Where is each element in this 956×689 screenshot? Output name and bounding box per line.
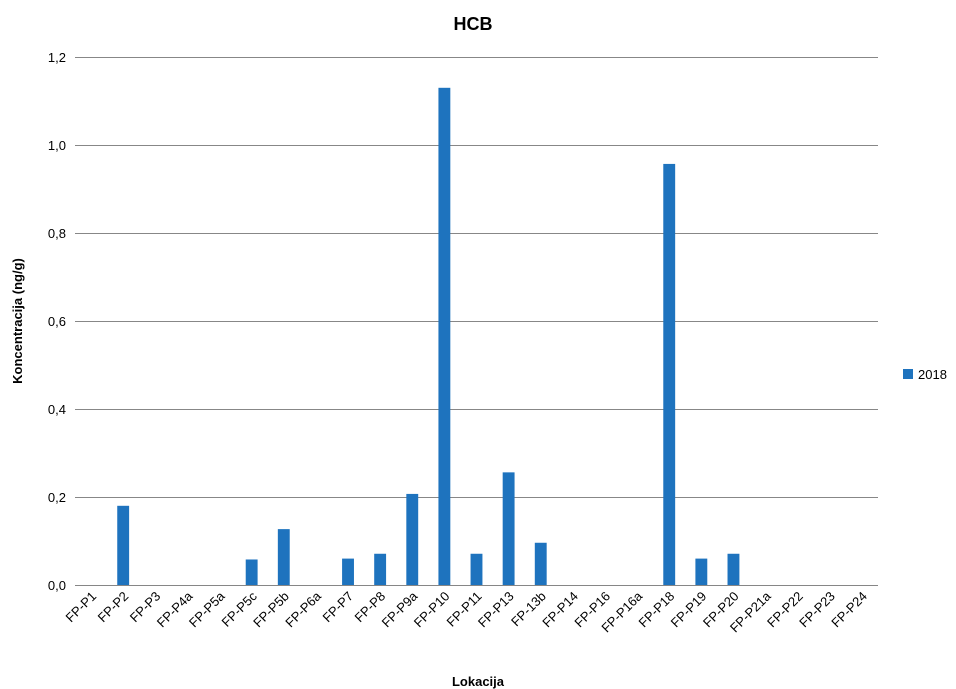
y-tick-label: 1,0 (48, 138, 66, 153)
y-tick-label: 0,4 (48, 402, 66, 417)
y-tick-label: 0,6 (48, 314, 66, 329)
x-tick-label: FP-P2 (95, 589, 132, 626)
bar-fp-p11 (470, 553, 483, 585)
x-tick-label: FP-P5a (186, 588, 228, 630)
y-axis-title: Koncentracija (ng/g) (10, 258, 25, 384)
y-tick-label: 1,2 (48, 50, 66, 65)
legend-label: 2018 (918, 367, 947, 382)
legend: 2018 (903, 367, 947, 382)
bar-fp-p13 (502, 472, 515, 585)
x-tick-label: FP-P13 (475, 589, 517, 631)
bar-fp-p9a (406, 493, 419, 585)
x-tick-label: FP-P6a (282, 588, 324, 630)
y-tick-label: 0,2 (48, 490, 66, 505)
bar-fp-p8 (374, 553, 387, 585)
bar-fp-13b (534, 542, 547, 585)
x-tick-label: FP-P24 (828, 589, 870, 631)
bar-fp-p20 (727, 553, 740, 585)
bar-fp-p19 (695, 558, 708, 585)
x-axis-title: Lokacija (452, 674, 505, 689)
bar-fp-p18 (663, 163, 676, 586)
gridlines (75, 57, 878, 586)
x-axis-ticks: FP-P1FP-P2FP-P3FP-P4aFP-P5aFP-P5cFP-P5bF… (63, 588, 870, 635)
bars (117, 87, 740, 586)
bar-fp-p5b (277, 529, 290, 585)
legend-swatch (903, 369, 913, 379)
x-tick-label: FP-P10 (411, 589, 453, 631)
bar-fp-p5c (245, 559, 258, 585)
chart-title: HCB (454, 14, 493, 34)
bar-fp-p10 (438, 87, 451, 586)
y-axis-ticks: 0,0 0,2 0,4 0,6 0,8 1,0 1,2 (48, 50, 66, 593)
bar-fp-p2 (117, 505, 130, 585)
y-tick-label: 0,8 (48, 226, 66, 241)
bar-fp-p7 (342, 558, 354, 585)
x-tick-label: FP-P1 (63, 589, 100, 626)
y-tick-label: 0,0 (48, 578, 66, 593)
x-tick-label: FP-P7 (319, 589, 356, 626)
